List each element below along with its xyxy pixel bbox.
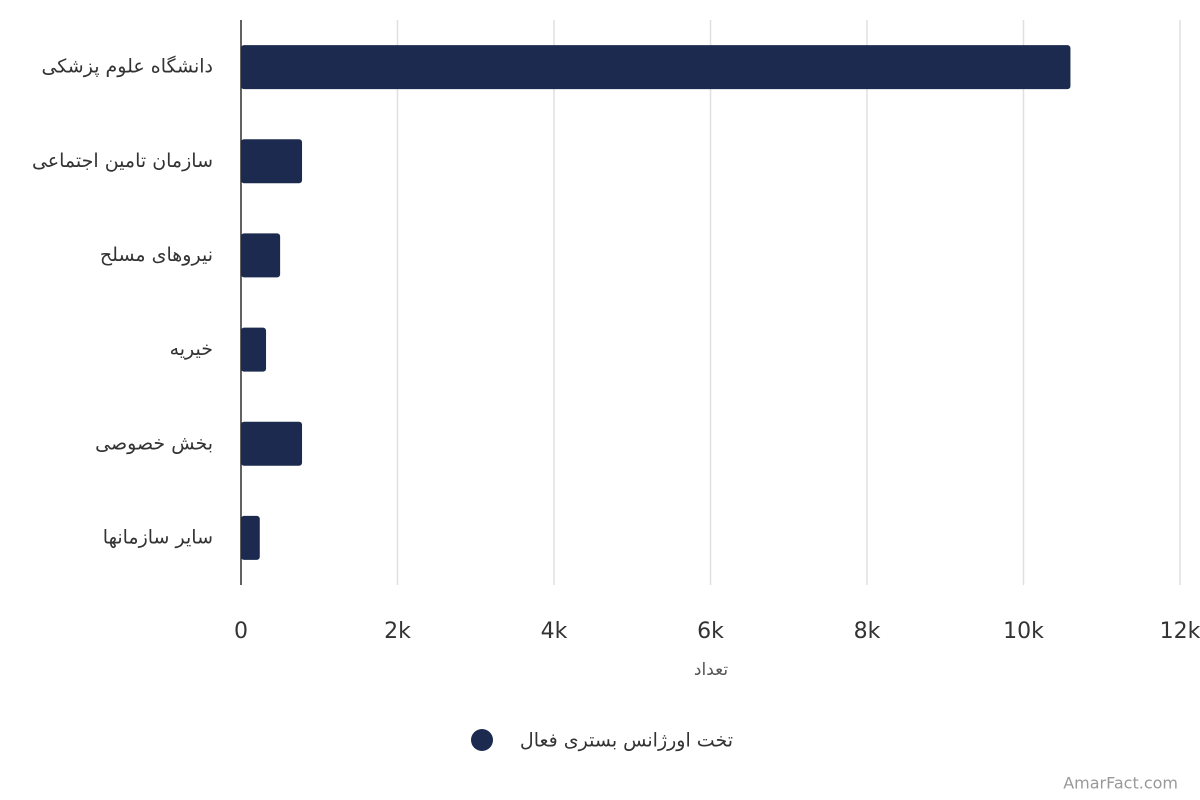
x-tick-label: 6k bbox=[697, 619, 724, 644]
x-tick-label: 10k bbox=[1003, 619, 1044, 644]
x-axis-title: تعداد bbox=[694, 660, 728, 680]
x-tick-label: 4k bbox=[541, 619, 568, 644]
x-tick-label: 0 bbox=[234, 619, 248, 644]
x-tick-label: 2k bbox=[384, 619, 411, 644]
legend-label: تخت اورژانس بستری فعال bbox=[520, 730, 733, 752]
legend-swatch bbox=[471, 729, 493, 751]
bar bbox=[241, 139, 303, 184]
y-tick-label: خیریه bbox=[170, 338, 213, 360]
bar bbox=[241, 421, 303, 466]
bar bbox=[241, 515, 260, 560]
x-tick-label: 8k bbox=[854, 619, 881, 644]
y-tick-label: سازمان تامین اجتماعی bbox=[32, 150, 213, 172]
bar bbox=[241, 327, 267, 372]
y-tick-label: نیروهای مسلح bbox=[100, 244, 213, 266]
bar bbox=[241, 233, 281, 278]
credit: AmarFact.com bbox=[1063, 774, 1178, 793]
y-tick-label: دانشگاه علوم پزشکی bbox=[41, 55, 213, 78]
bar bbox=[241, 45, 1071, 90]
y-tick-label: سایر سازمانها bbox=[103, 526, 213, 548]
y-tick-label: بخش خصوصی bbox=[95, 432, 213, 454]
x-tick-label: 12k bbox=[1160, 619, 1200, 644]
